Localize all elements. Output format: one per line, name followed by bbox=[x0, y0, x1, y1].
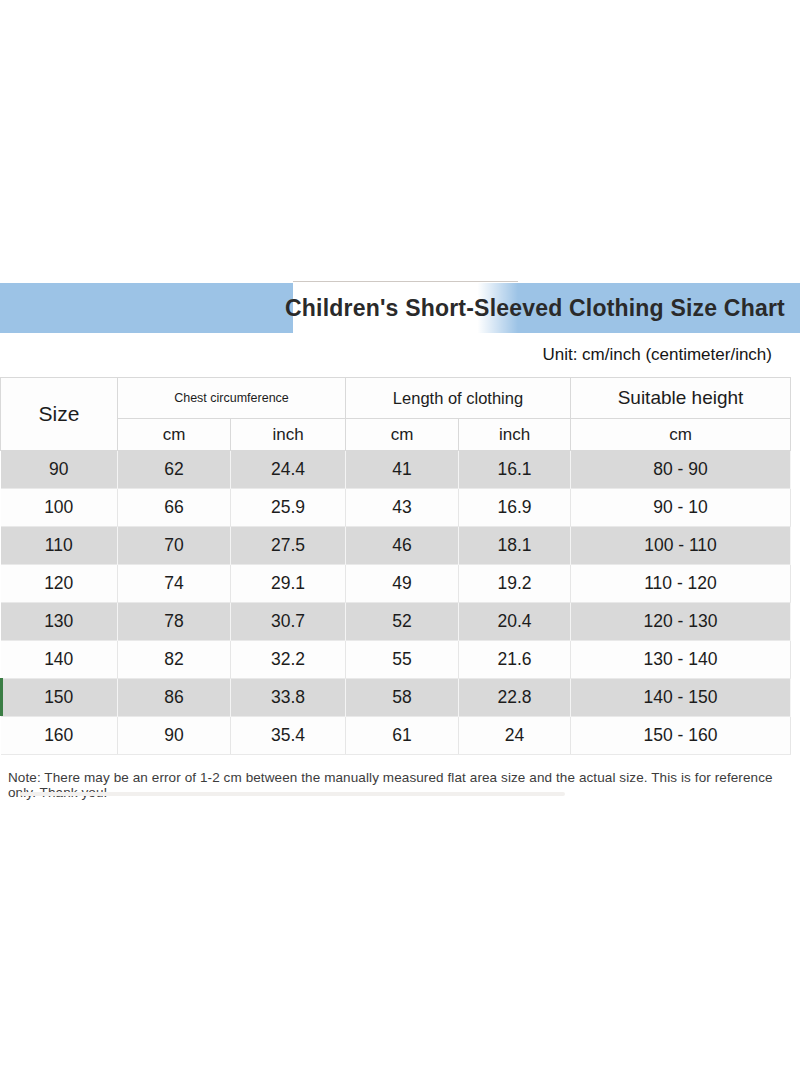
cell-height: 100 - 110 bbox=[571, 527, 791, 565]
cell-chest-inch: 32.2 bbox=[231, 641, 346, 679]
header-chest-cm: cm bbox=[118, 419, 231, 451]
page-title: Children's Short-Sleeved Clothing Size C… bbox=[270, 283, 800, 333]
header-row-groups: Size Chest circumference Length of cloth… bbox=[1, 378, 791, 419]
cell-length-cm: 58 bbox=[346, 679, 459, 717]
cell-height: 90 - 10 bbox=[571, 489, 791, 527]
cell-size: 90 bbox=[1, 451, 118, 489]
header-suitable-height: Suitable height bbox=[571, 378, 791, 419]
unit-label: Unit: cm/inch (centimeter/inch) bbox=[0, 333, 790, 377]
header-chest-circumference: Chest circumference bbox=[118, 378, 346, 419]
table-row: 130 78 30.7 52 20.4 120 - 130 bbox=[1, 603, 791, 641]
cell-length-inch: 24 bbox=[459, 717, 571, 755]
cell-height: 150 - 160 bbox=[571, 717, 791, 755]
size-table-body: 90 62 24.4 41 16.1 80 - 90 100 66 25.9 4… bbox=[1, 451, 791, 755]
header-length-inch: inch bbox=[459, 419, 571, 451]
table-row: 120 74 29.1 49 19.2 110 - 120 bbox=[1, 565, 791, 603]
cell-chest-inch: 30.7 bbox=[231, 603, 346, 641]
size-table: Size Chest circumference Length of cloth… bbox=[0, 377, 791, 755]
cell-chest-cm: 62 bbox=[118, 451, 231, 489]
cell-chest-inch: 29.1 bbox=[231, 565, 346, 603]
cell-length-cm: 41 bbox=[346, 451, 459, 489]
cell-chest-cm: 90 bbox=[118, 717, 231, 755]
cell-chest-cm: 70 bbox=[118, 527, 231, 565]
cell-size: 130 bbox=[1, 603, 118, 641]
table-row: 150 86 33.8 58 22.8 140 - 150 bbox=[1, 679, 791, 717]
cell-length-inch: 22.8 bbox=[459, 679, 571, 717]
cell-chest-inch: 25.9 bbox=[231, 489, 346, 527]
cell-length-inch: 20.4 bbox=[459, 603, 571, 641]
cell-chest-inch: 24.4 bbox=[231, 451, 346, 489]
cell-length-inch: 16.9 bbox=[459, 489, 571, 527]
cell-length-inch: 16.1 bbox=[459, 451, 571, 489]
cell-size: 140 bbox=[1, 641, 118, 679]
scan-artifact bbox=[20, 792, 565, 796]
header-length-of-clothing: Length of clothing bbox=[346, 378, 571, 419]
cell-size: 110 bbox=[1, 527, 118, 565]
table-row: 140 82 32.2 55 21.6 130 - 140 bbox=[1, 641, 791, 679]
green-accent-stripe bbox=[0, 678, 3, 716]
table-row: 100 66 25.9 43 16.9 90 - 10 bbox=[1, 489, 791, 527]
header-size: Size bbox=[1, 378, 118, 451]
header-length-cm: cm bbox=[346, 419, 459, 451]
cell-height: 130 - 140 bbox=[571, 641, 791, 679]
cell-length-cm: 55 bbox=[346, 641, 459, 679]
cell-length-cm: 52 bbox=[346, 603, 459, 641]
cell-length-inch: 18.1 bbox=[459, 527, 571, 565]
cell-chest-cm: 78 bbox=[118, 603, 231, 641]
table-row: 110 70 27.5 46 18.1 100 - 110 bbox=[1, 527, 791, 565]
cell-length-cm: 46 bbox=[346, 527, 459, 565]
cell-height: 110 - 120 bbox=[571, 565, 791, 603]
header-row-units: cm inch cm inch cm bbox=[1, 419, 791, 451]
cell-chest-cm: 66 bbox=[118, 489, 231, 527]
header-chest-inch: inch bbox=[231, 419, 346, 451]
cell-size: 160 bbox=[1, 717, 118, 755]
cell-height: 120 - 130 bbox=[571, 603, 791, 641]
cell-size: 120 bbox=[1, 565, 118, 603]
cell-chest-inch: 35.4 bbox=[231, 717, 346, 755]
cell-chest-inch: 33.8 bbox=[231, 679, 346, 717]
cell-chest-cm: 74 bbox=[118, 565, 231, 603]
cell-height: 80 - 90 bbox=[571, 451, 791, 489]
header-height-cm: cm bbox=[571, 419, 791, 451]
size-chart-page: Children's Short-Sleeved Clothing Size C… bbox=[0, 0, 800, 1090]
cell-length-cm: 43 bbox=[346, 489, 459, 527]
cell-height: 140 - 150 bbox=[571, 679, 791, 717]
cell-size: 150 bbox=[1, 679, 118, 717]
cell-length-inch: 19.2 bbox=[459, 565, 571, 603]
cell-chest-cm: 82 bbox=[118, 641, 231, 679]
cell-length-cm: 61 bbox=[346, 717, 459, 755]
cell-length-cm: 49 bbox=[346, 565, 459, 603]
table-row: 90 62 24.4 41 16.1 80 - 90 bbox=[1, 451, 791, 489]
size-table-wrap: Size Chest circumference Length of cloth… bbox=[0, 377, 790, 755]
table-row: 160 90 35.4 61 24 150 - 160 bbox=[1, 717, 791, 755]
cell-length-inch: 21.6 bbox=[459, 641, 571, 679]
cell-chest-inch: 27.5 bbox=[231, 527, 346, 565]
cell-chest-cm: 86 bbox=[118, 679, 231, 717]
cell-size: 100 bbox=[1, 489, 118, 527]
